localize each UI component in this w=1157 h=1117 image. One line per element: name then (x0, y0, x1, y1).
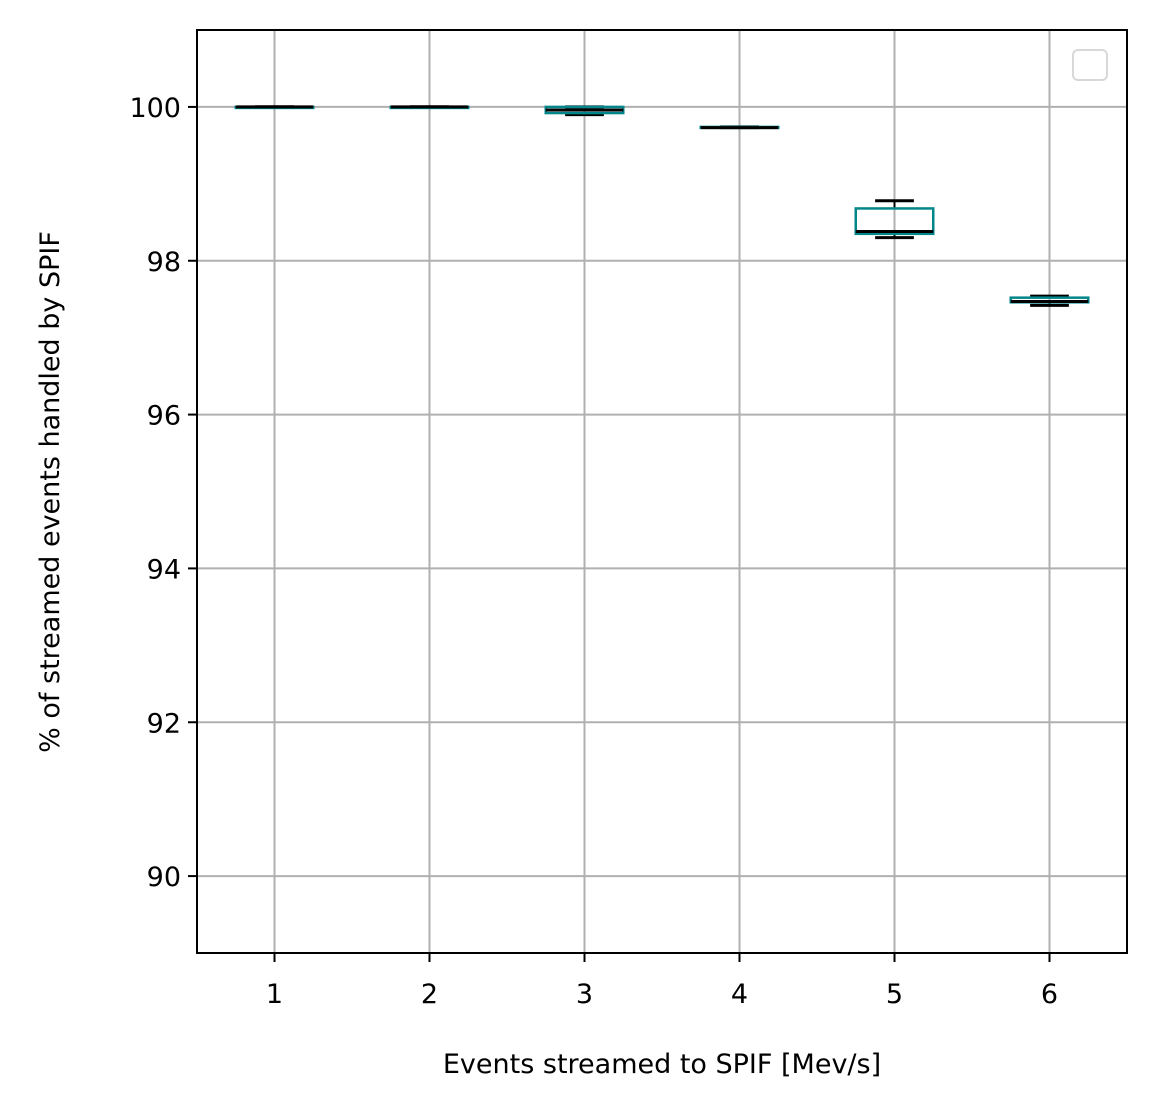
x-tick-label: 2 (421, 979, 438, 1010)
y-tick-label: 100 (129, 93, 181, 124)
box-iqr (854, 207, 935, 236)
box-2 (389, 105, 470, 110)
y-tick-label: 96 (147, 401, 181, 432)
box-3 (544, 105, 625, 117)
y-tick-label: 94 (147, 554, 181, 585)
axis-ticks: 1 2 3 4 5 6 90 92 94 96 98 100 (129, 93, 1058, 1010)
legend (1072, 49, 1108, 81)
x-tick-label: 1 (266, 979, 283, 1010)
x-tick-label: 6 (1041, 979, 1058, 1010)
grid-lines (197, 30, 1127, 953)
x-tick-label: 5 (886, 979, 903, 1010)
box-1 (234, 105, 315, 110)
box-4 (699, 125, 780, 130)
x-tick-label: 4 (731, 979, 748, 1010)
box-6 (1009, 294, 1090, 307)
y-tick-label: 90 (147, 862, 181, 893)
y-tick-label: 92 (147, 708, 181, 739)
box-5 (854, 199, 935, 240)
x-tick-label: 3 (576, 979, 593, 1010)
axes-frame (196, 29, 1128, 954)
box-series (234, 105, 1090, 307)
legend-box (1072, 49, 1108, 81)
y-axis-label: % of streamed events handled by SPIF (35, 231, 66, 753)
x-axis-label: Events streamed to SPIF [Mev/s] (443, 1049, 881, 1080)
y-tick-label: 98 (147, 247, 181, 278)
